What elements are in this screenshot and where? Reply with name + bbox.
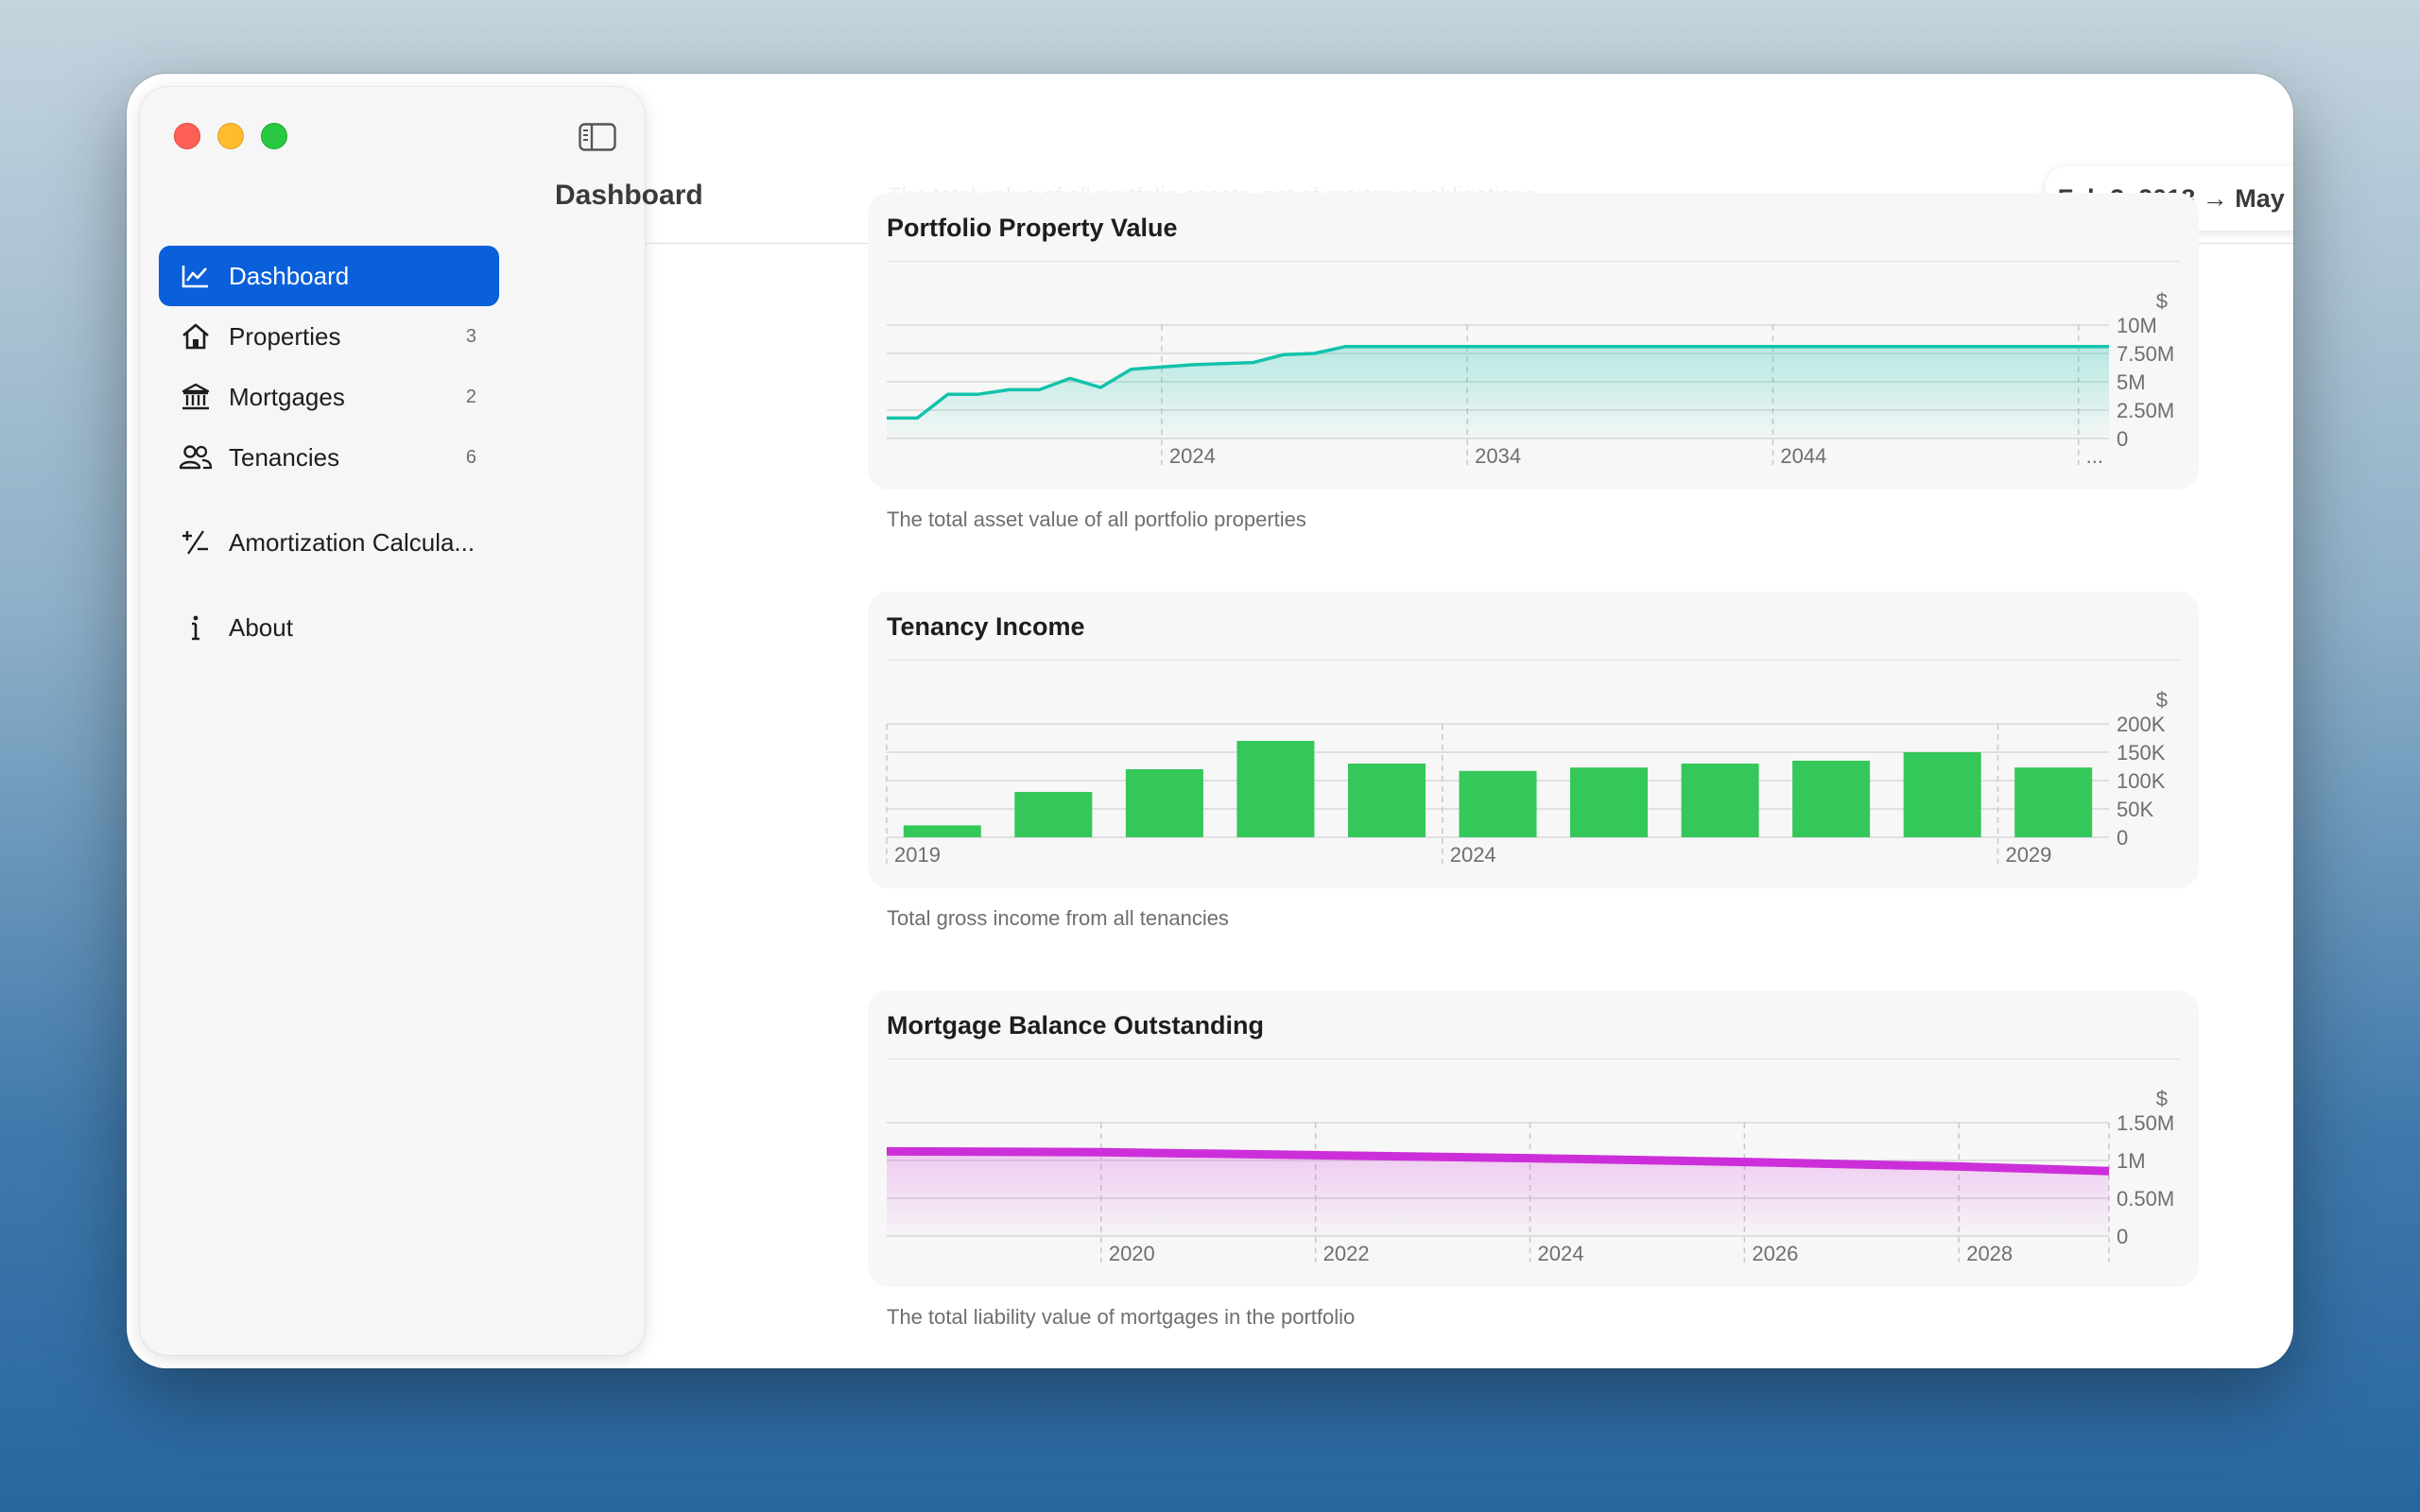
sidebar-item-label: Dashboard	[229, 261, 350, 290]
count-badge: 3	[465, 325, 476, 347]
sidebar-toggle-icon[interactable]	[579, 123, 616, 151]
info-icon	[178, 610, 214, 645]
x-tick-label: 2044	[1780, 444, 1826, 468]
y-tick-label: 7.50M	[2117, 342, 2174, 366]
page-title: Dashboard	[555, 180, 703, 211]
sidebar-item-label: Mortgages	[229, 382, 345, 411]
minimize-window-button[interactable]	[217, 123, 244, 149]
y-tick-label: 1.50M	[2117, 1111, 2174, 1135]
y-tick-label: 0	[2117, 826, 2128, 850]
x-tick-label: 2034	[1475, 444, 1521, 468]
sidebar-item-dashboard[interactable]: Dashboard	[159, 246, 499, 306]
x-tick-label: 2022	[1323, 1242, 1370, 1265]
zoom-window-button[interactable]	[261, 123, 287, 149]
sidebar-item-about[interactable]: About	[159, 597, 499, 658]
plus-minus-icon	[178, 524, 214, 560]
series-area	[887, 346, 2109, 438]
y-tick-label: 150K	[2117, 741, 2166, 765]
sidebar-item-label: About	[229, 612, 293, 642]
tenancy-income-chart: 0 50K 100K 150K 200K$2019 2024 2029	[886, 688, 2168, 867]
bar	[1570, 767, 1648, 837]
y-tick-label: 10M	[2117, 314, 2157, 337]
y-tick-label: 0.50M	[2117, 1187, 2174, 1211]
y-axis-unit: $	[2156, 688, 2168, 712]
x-tick-label: 2024	[1169, 444, 1216, 468]
bar	[903, 825, 981, 837]
x-tick-label: 2024	[1538, 1242, 1584, 1265]
bar	[1014, 792, 1093, 837]
x-tick-label: 2029	[2005, 843, 2051, 867]
bar	[1903, 752, 1981, 837]
y-tick-label: 1M	[2117, 1149, 2146, 1173]
close-window-button[interactable]	[174, 123, 200, 149]
y-tick-label: 2.50M	[2117, 399, 2174, 422]
y-axis-unit: $	[2156, 289, 2168, 313]
bar	[1348, 764, 1426, 837]
sidebar-item-label: Properties	[229, 321, 341, 351]
x-tick-label: ...	[2086, 444, 2103, 468]
y-tick-label: 100K	[2117, 769, 2166, 793]
card-caption: The total liability value of mortgages i…	[887, 1305, 1356, 1329]
card-title: Tenancy Income	[887, 612, 1085, 641]
card-caption: Total gross income from all tenancies	[887, 906, 1229, 930]
x-tick-label: 2020	[1109, 1242, 1155, 1265]
y-tick-label: 200K	[2117, 713, 2166, 736]
x-tick-label: 2028	[1966, 1242, 2013, 1265]
card-divider	[887, 1058, 2180, 1059]
bar	[1236, 741, 1315, 837]
series-area	[887, 1151, 2109, 1236]
series-line	[886, 1146, 2110, 1176]
card-divider	[887, 660, 2180, 661]
card-title: Portfolio Property Value	[887, 214, 1178, 242]
sidebar-item-tenancies[interactable]: Tenancies 6	[159, 427, 499, 488]
card-caption: The total asset value of all portfolio p…	[887, 507, 1306, 531]
count-badge: 2	[465, 386, 476, 407]
sidebar-item-label: Tenancies	[229, 442, 340, 472]
y-axis-unit: $	[2156, 1087, 2168, 1110]
x-tick-label: 2024	[1450, 843, 1496, 867]
card-divider	[887, 261, 2180, 262]
count-badge: 6	[465, 446, 476, 468]
portfolio-value-chart: 0 2.50M 5M 7.50M 10M$2024 2034 2044...	[887, 289, 2174, 468]
mortgage-balance-chart: 0 0.50M 1M 1.50M$2020 2022 2024 2026 2028	[886, 1087, 2174, 1265]
y-tick-label: 50K	[2117, 798, 2153, 821]
mortgage-balance-card: Mortgage Balance Outstanding 0 0.50M 1M 1.5…	[868, 990, 2199, 1287]
y-tick-label: 0	[2117, 1225, 2128, 1248]
chart-line-icon	[178, 258, 214, 294]
sidebar: Dashboard Properties 3 Mortgages 2 Tenan…	[140, 87, 645, 1355]
portfolio-value-card: Portfolio Property Value 0 2.50M 5M 7.50M 10…	[868, 193, 2199, 490]
sidebar-item-amortization-calculator[interactable]: Amortization Calcula...	[159, 512, 499, 573]
sidebar-item-mortgages[interactable]: Mortgages 2	[159, 367, 499, 427]
bank-icon	[178, 379, 214, 415]
bar	[1792, 761, 1871, 837]
sidebar-item-label: Amortization Calcula...	[229, 527, 475, 557]
bar	[1459, 770, 1537, 837]
sidebar-item-properties[interactable]: Properties 3	[159, 306, 499, 367]
x-tick-label: 2019	[894, 843, 941, 867]
bar	[1125, 769, 1203, 837]
card-title: Mortgage Balance Outstanding	[887, 1011, 1265, 1040]
y-tick-label: 5M	[2117, 370, 2146, 394]
tenancy-income-card: Tenancy Income 0 50K 100K 150K 200K $2019 2024…	[868, 592, 2199, 888]
people-icon	[178, 439, 214, 475]
house-icon	[178, 318, 214, 354]
x-tick-label: 2026	[1752, 1242, 1798, 1265]
y-tick-label: 0	[2117, 427, 2128, 451]
bar	[2014, 767, 2093, 837]
series-line	[887, 345, 2109, 421]
app-window: Dashboard Properties 3 Mortgages 2 Tenan…	[127, 74, 2293, 1368]
bar	[1681, 764, 1759, 837]
